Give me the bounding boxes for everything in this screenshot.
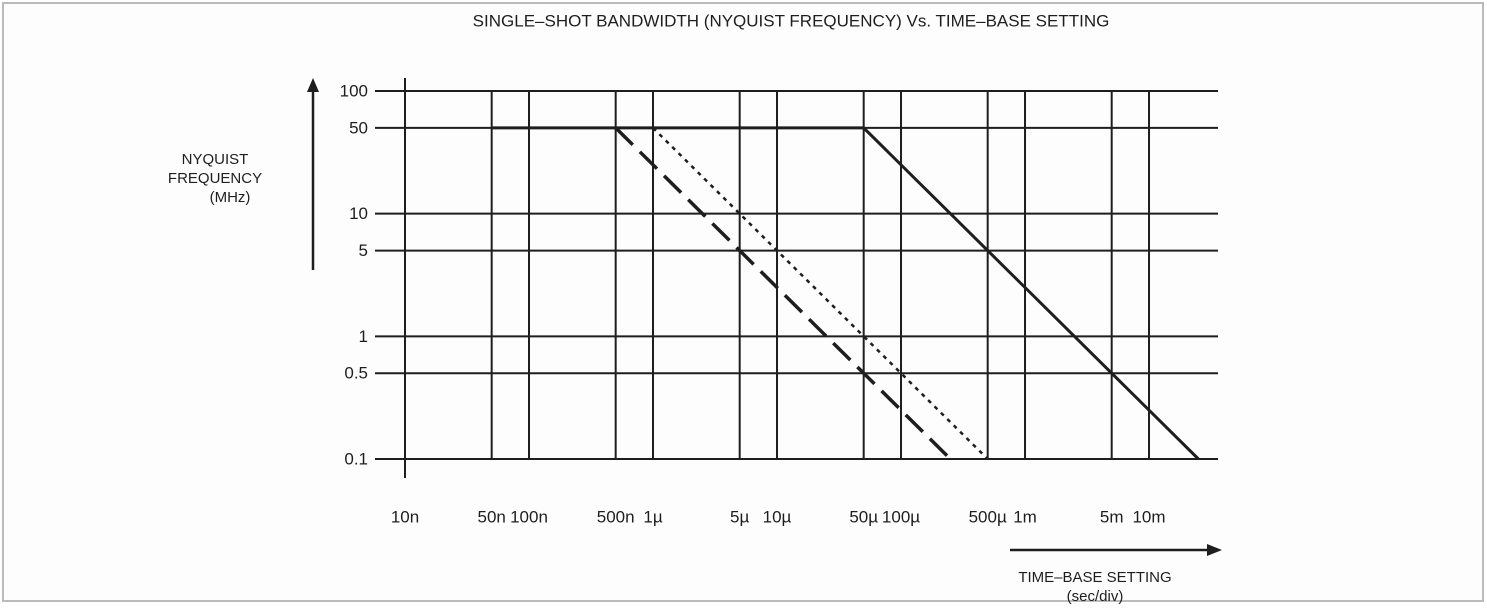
x-tick-label: 10µ	[763, 507, 792, 526]
y-tick-label: 100	[340, 81, 368, 100]
x-tick-label: 1µ	[643, 507, 662, 526]
y-tick-label: 0.1	[344, 449, 368, 468]
x-tick-label: 500µ	[969, 507, 1007, 526]
x-tick-label: 100µ	[882, 507, 920, 526]
series-line	[614, 126, 952, 461]
x-tick-label: 500n	[597, 507, 635, 526]
x-tick-label: 1m	[1013, 507, 1037, 526]
x-tick-label: 50µ	[849, 507, 878, 526]
y-tick-label: 5	[359, 241, 368, 260]
y-tick-label: 10	[349, 204, 368, 223]
y-tick-label: 0.5	[344, 364, 368, 383]
x-arrow-head	[1207, 544, 1222, 556]
y-axis-label-line: FREQUENCY	[168, 170, 262, 187]
x-tick-label: 100n	[510, 507, 548, 526]
y-axis-label-line: (MHz)	[210, 189, 251, 206]
x-axis-label-line: (sec/div)	[1067, 588, 1124, 605]
y-tick-label: 50	[349, 118, 368, 137]
chart-title: SINGLE–SHOT BANDWIDTH (NYQUIST FREQUENCY…	[473, 11, 1110, 30]
y-axis-label: NYQUIST FREQUENCY (MHz)	[168, 151, 262, 206]
x-tick-label: 10m	[1132, 507, 1165, 526]
x-tick-label: 50n	[477, 507, 505, 526]
series-line	[652, 127, 989, 460]
x-tick-label: 5µ	[730, 507, 749, 526]
x-axis-label: TIME–BASE SETTING (sec/div)	[1018, 569, 1171, 605]
x-tick-label: 10n	[391, 507, 419, 526]
y-axis-label-line: NYQUIST	[182, 151, 249, 168]
x-axis-label-line: TIME–BASE SETTING	[1018, 569, 1171, 586]
y-tick-label: 1	[359, 327, 368, 346]
x-tick-label: 5m	[1100, 507, 1124, 526]
y-arrow-head	[307, 78, 319, 92]
